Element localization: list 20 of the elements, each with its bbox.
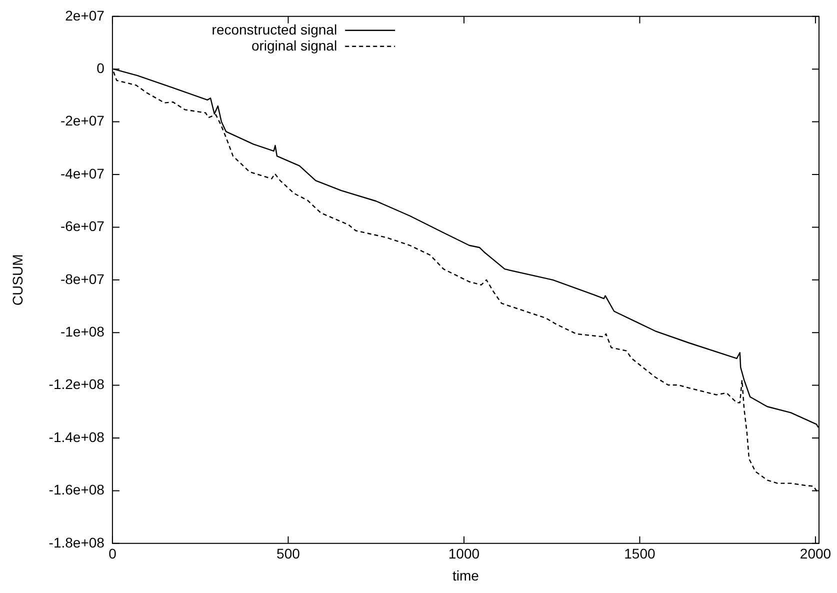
x-tick-label: 500	[276, 546, 300, 562]
y-tick-label: -1.6e+08	[48, 482, 105, 498]
x-tick-label: 0	[108, 546, 117, 562]
legend-label: reconstructed signal	[212, 21, 338, 38]
x-tick-label: 2000	[800, 546, 832, 562]
y-axis-title: CUSUM	[9, 254, 26, 306]
legend-label: original signal	[251, 37, 338, 54]
y-tick-label: -1e+08	[60, 323, 105, 340]
y-tick-label: -1.2e+08	[48, 376, 105, 392]
y-tick-label: 2e+07	[65, 7, 105, 24]
y-tick-label: -4e+07	[60, 165, 105, 182]
x-tick-label: 1000	[448, 546, 480, 562]
y-tick-label: -2e+07	[60, 112, 105, 129]
y-tick-label: -1.8e+08	[48, 534, 105, 550]
y-tick-label: -1.4e+08	[48, 428, 105, 445]
x-axis-title: time	[452, 567, 480, 584]
y-tick-label: 0	[96, 60, 105, 76]
y-tick-label: -6e+07	[60, 218, 105, 234]
y-tick-label: -8e+07	[60, 270, 105, 287]
x-tick-label: 1500	[624, 546, 656, 562]
